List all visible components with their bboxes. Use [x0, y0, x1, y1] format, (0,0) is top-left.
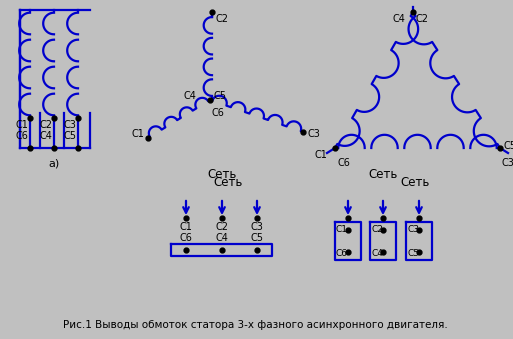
Text: C2: C2 [40, 120, 53, 130]
Text: Рис.1 Выводы обмоток статора 3-х фазного асинхронного двигателя.: Рис.1 Выводы обмоток статора 3-х фазного… [63, 320, 447, 330]
Text: C1: C1 [16, 120, 29, 130]
Text: C2: C2 [371, 224, 383, 234]
Text: C3: C3 [250, 222, 264, 232]
Text: C3: C3 [307, 129, 320, 139]
Text: C5: C5 [213, 91, 226, 101]
Text: C6: C6 [180, 233, 192, 243]
Text: Сеть: Сеть [213, 177, 243, 190]
Text: C5: C5 [250, 233, 264, 243]
Text: C4: C4 [40, 131, 53, 141]
Text: C4: C4 [183, 91, 196, 101]
Text: C3: C3 [502, 158, 513, 168]
Text: C2: C2 [416, 14, 429, 24]
Text: C6: C6 [16, 131, 29, 141]
Text: C3: C3 [64, 120, 77, 130]
Text: Сеть: Сеть [207, 167, 236, 180]
Text: C2: C2 [216, 14, 229, 24]
Text: C4: C4 [392, 14, 405, 24]
Text: C1: C1 [336, 224, 348, 234]
Text: Сеть: Сеть [400, 177, 430, 190]
Text: C1: C1 [180, 222, 192, 232]
Text: C3: C3 [407, 224, 419, 234]
Text: C5: C5 [407, 248, 419, 258]
Text: Сеть: Сеть [368, 167, 398, 180]
Text: а): а) [48, 158, 60, 168]
Text: C1: C1 [131, 129, 144, 139]
Text: C5: C5 [504, 141, 513, 151]
Text: C6: C6 [336, 248, 348, 258]
Text: C4: C4 [371, 248, 383, 258]
Text: C1: C1 [314, 150, 327, 160]
Text: C2: C2 [215, 222, 228, 232]
Text: C4: C4 [215, 233, 228, 243]
Text: C6: C6 [337, 158, 350, 168]
Text: C5: C5 [64, 131, 77, 141]
Text: C6: C6 [212, 108, 225, 118]
